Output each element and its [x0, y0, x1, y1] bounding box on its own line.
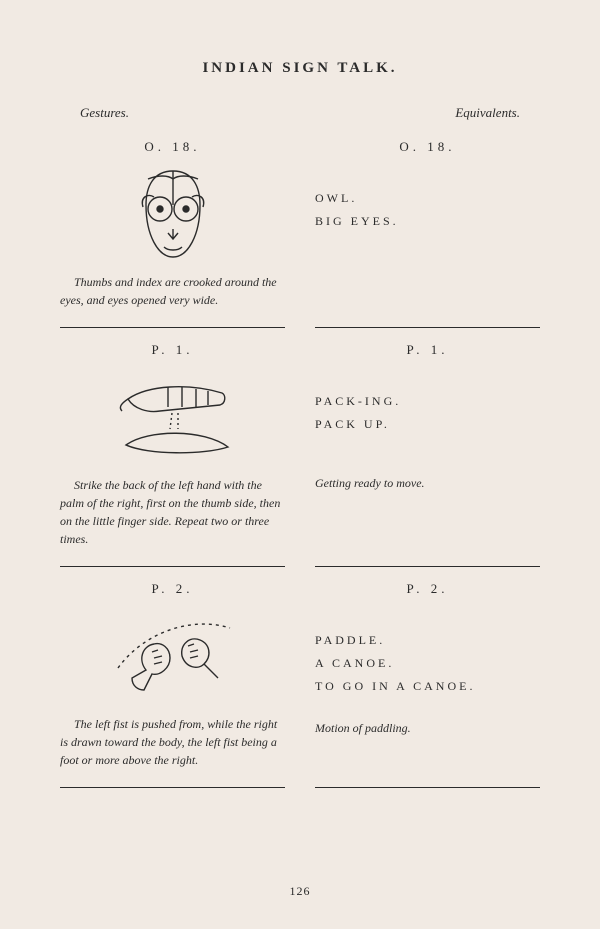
gesture-code: P. 2. [60, 581, 285, 597]
page-title: INDIAN SIGN TALK. [60, 60, 540, 77]
gesture-column: P. 2. The left fist is pushed from, whil… [60, 581, 285, 769]
gesture-figure [60, 368, 285, 468]
entry-row: O. 18. Thumbs and index are crooked arou… [60, 139, 540, 309]
gesture-code: P. 1. [60, 342, 285, 358]
equivalent-terms: OWL. BIG EYES. [315, 187, 540, 233]
divider-row [60, 317, 540, 334]
column-headings: Gestures. Equivalents. [60, 105, 540, 121]
section-divider [60, 566, 285, 567]
equivalent-subtext: Getting ready to move. [315, 476, 540, 491]
owl-face-icon [118, 165, 228, 265]
equivalents-column: P. 2. PADDLE. A CANOE. TO GO IN A CANOE.… [315, 581, 540, 769]
divider-row [60, 777, 540, 794]
divider-row [60, 556, 540, 573]
section-divider [60, 787, 285, 788]
entry-row: P. 1. Strike the back of the left hand w… [60, 342, 540, 548]
equivalent-code: O. 18. [315, 139, 540, 155]
equivalent-code: P. 1. [315, 342, 540, 358]
paddle-fists-icon [108, 612, 238, 702]
section-divider [315, 327, 540, 328]
equivalents-column: O. 18. OWL. BIG EYES. [315, 139, 540, 309]
equivalent-subtext: Motion of paddling. [315, 721, 540, 736]
gesture-description: Strike the back of the left hand with th… [60, 476, 285, 548]
heading-equivalents: Equivalents. [455, 105, 520, 121]
equivalent-terms: PADDLE. A CANOE. TO GO IN A CANOE. [315, 629, 540, 697]
gesture-figure [60, 607, 285, 707]
packing-hands-icon [108, 373, 238, 463]
gesture-description: Thumbs and index are crooked around the … [60, 273, 285, 309]
equivalent-code: P. 2. [315, 581, 540, 597]
gesture-figure [60, 165, 285, 265]
heading-gestures: Gestures. [80, 105, 129, 121]
equivalents-column: P. 1. PACK-ING. PACK UP. Getting ready t… [315, 342, 540, 548]
equivalent-terms: PACK-ING. PACK UP. [315, 390, 540, 436]
gesture-column: P. 1. Strike the back of the left hand w… [60, 342, 285, 548]
section-divider [60, 327, 285, 328]
gesture-code: O. 18. [60, 139, 285, 155]
entry-row: P. 2. The left fist is pushed from, whil… [60, 581, 540, 769]
section-divider [315, 566, 540, 567]
gesture-description: The left fist is pushed from, while the … [60, 715, 285, 769]
gesture-column: O. 18. Thumbs and index are crooked arou… [60, 139, 285, 309]
section-divider [315, 787, 540, 788]
page: INDIAN SIGN TALK. Gestures. Equivalents.… [0, 0, 600, 929]
page-number: 126 [0, 884, 600, 899]
